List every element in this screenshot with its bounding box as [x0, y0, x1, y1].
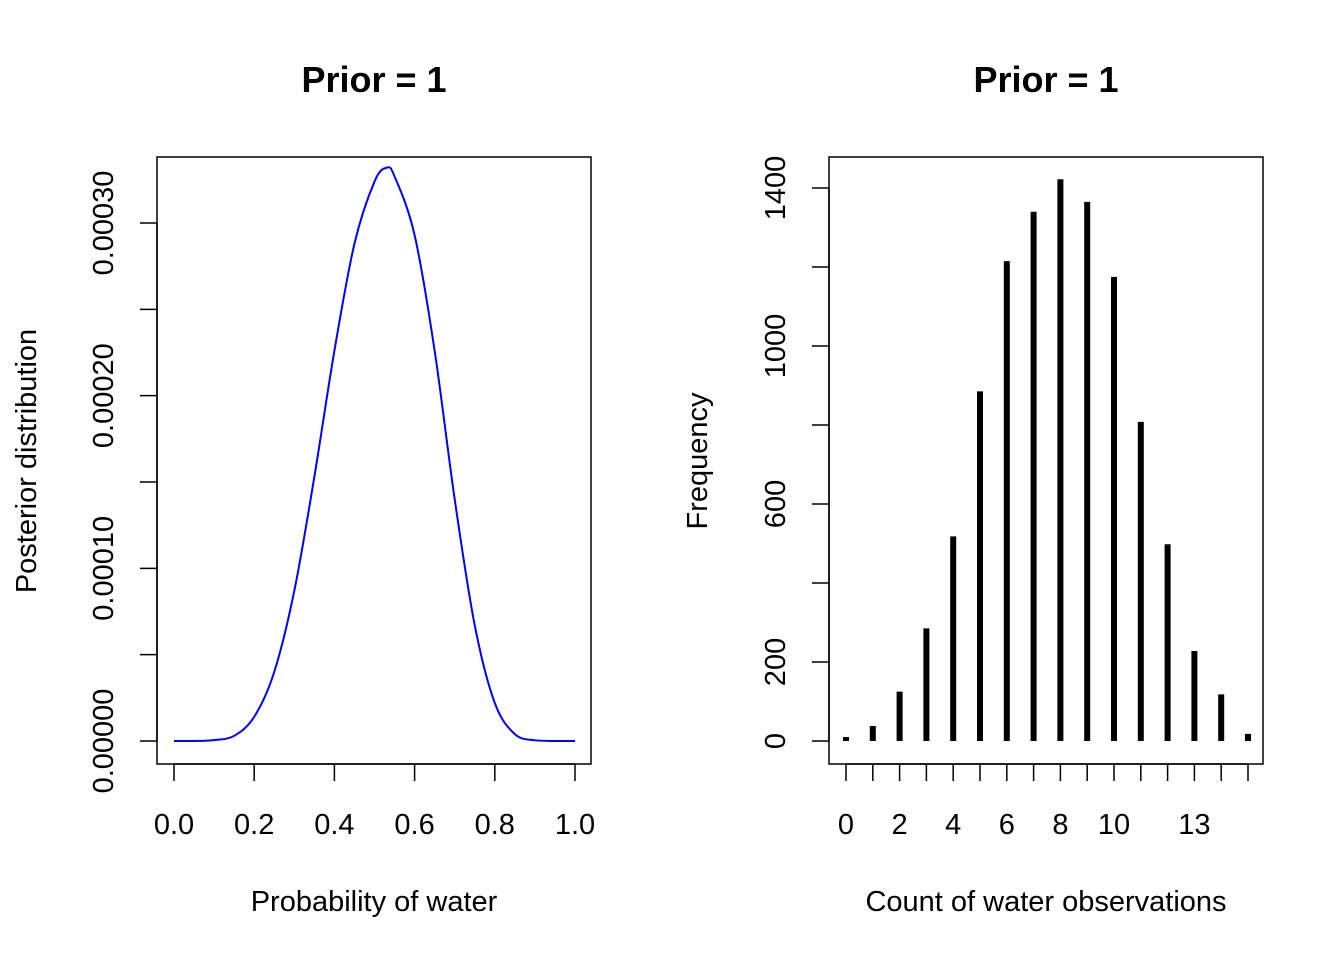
left-x-tick-label: 0.0 [154, 809, 194, 841]
left-y-axis-label: Posterior distribution [11, 329, 43, 593]
right-x-tick-label: 10 [1098, 809, 1130, 841]
left-x-axis-label: Probability of water [251, 886, 498, 918]
right-x-axis: 0 2 4 6 8 10 13 [838, 763, 1249, 841]
right-y-tick-label: 200 [760, 638, 792, 686]
left-x-axis: 0.0 0.2 0.4 0.6 0.8 1.0 [154, 763, 595, 841]
left-series-group [174, 166, 575, 742]
posterior-panel: Prior = 1 0.0 0.2 0.4 0.6 0.8 1.0 0.000000.00… [11, 59, 595, 918]
frequency-panel: Prior = 1 0 2 4 6 8 10 13 0 200 600 1000 1400 Coun… [682, 59, 1264, 918]
posterior-line [174, 166, 575, 742]
left-y-tick-label: 0.00030 [88, 171, 120, 276]
right-x-tick-label: 2 [892, 809, 908, 841]
right-x-tick-label: 6 [999, 809, 1015, 841]
right-x-tick-label: 4 [945, 809, 961, 841]
left-x-tick-label: 1.0 [555, 809, 595, 841]
left-y-axis: 0.00000 0.00010 0.00020 0.00030 [88, 171, 158, 794]
right-x-tick-label: 0 [838, 809, 854, 841]
right-y-tick-label: 600 [760, 480, 792, 528]
right-y-tick-label: 1400 [760, 156, 792, 221]
right-plot-frame [828, 156, 1264, 765]
right-y-axis-label: Frequency [682, 392, 714, 530]
left-x-tick-label: 0.6 [394, 809, 434, 841]
right-bars-group [843, 179, 1251, 741]
right-y-tick-label: 0 [760, 733, 792, 749]
left-x-tick-label: 0.2 [234, 809, 274, 841]
left-plot-frame [156, 156, 592, 765]
left-x-tick-label: 0.4 [314, 809, 354, 841]
right-x-tick-label: 8 [1052, 809, 1068, 841]
right-x-tick-label: 13 [1178, 809, 1210, 841]
left-y-tick-label: 0.00000 [88, 689, 120, 794]
right-y-axis: 0 200 600 1000 1400 [760, 156, 830, 749]
right-y-tick-label: 1000 [760, 314, 792, 379]
right-chart-title: Prior = 1 [973, 59, 1118, 100]
left-y-tick-label: 0.00020 [88, 343, 120, 448]
left-x-tick-label: 0.8 [475, 809, 515, 841]
left-chart-title: Prior = 1 [301, 59, 446, 100]
right-x-axis-label: Count of water observations [865, 886, 1226, 918]
left-y-tick-label: 0.00010 [88, 516, 120, 621]
